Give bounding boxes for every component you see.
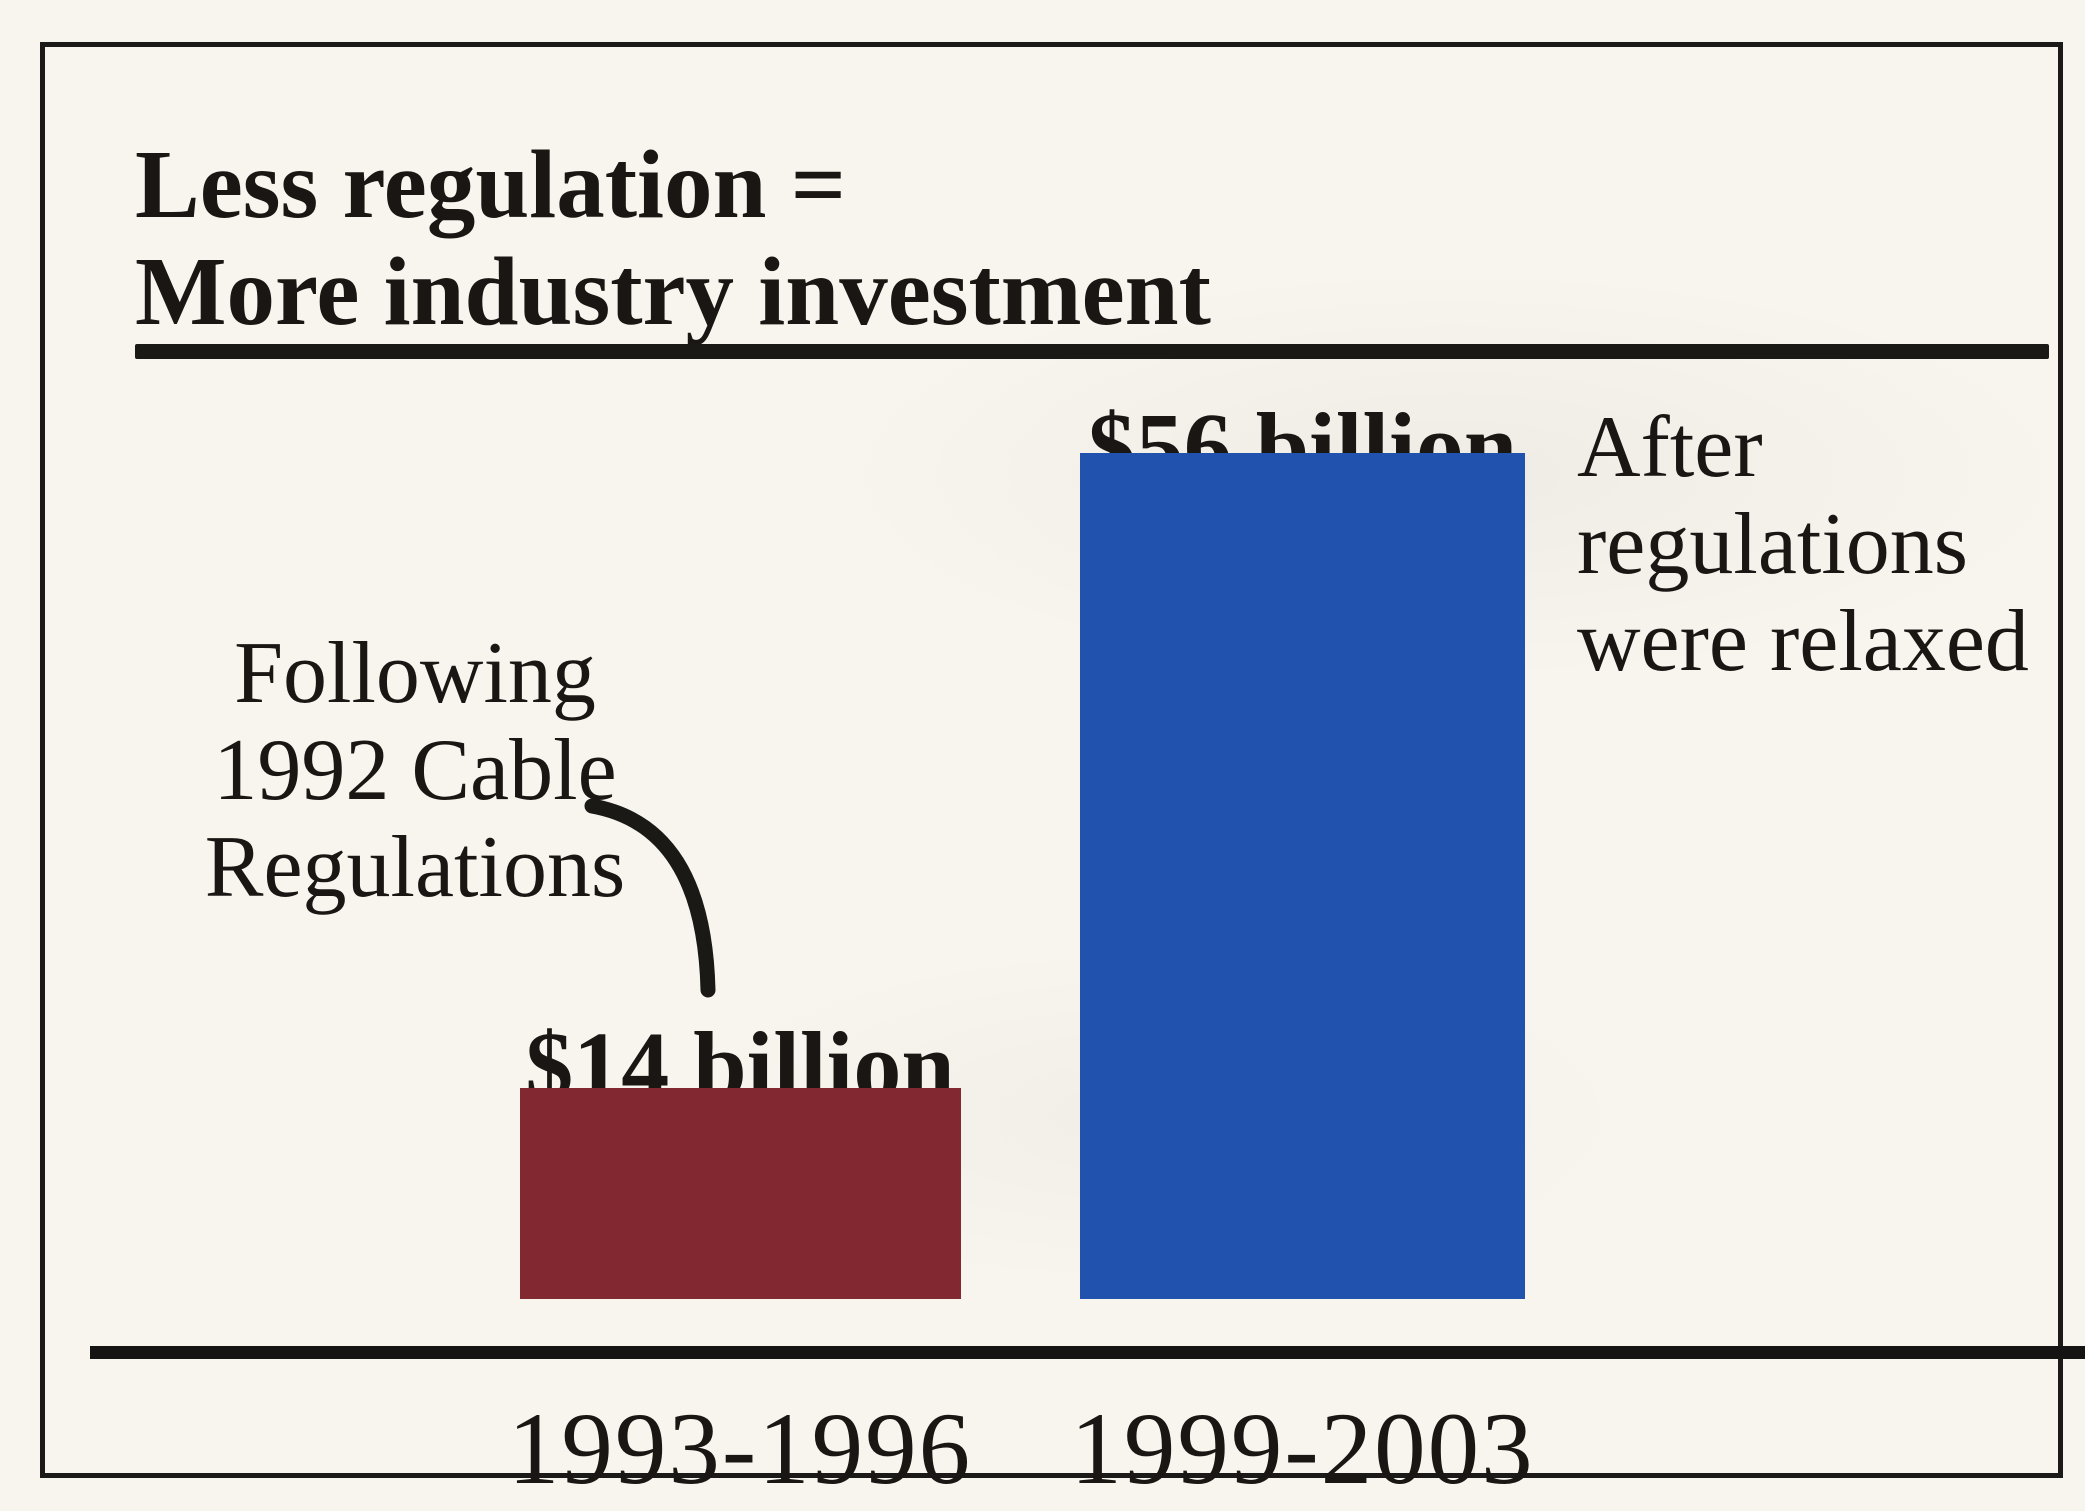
annotation-left-line-1: Following bbox=[234, 625, 596, 722]
annotation-left-line-2: 1992 Cable bbox=[213, 722, 617, 819]
bar-1999-2003 bbox=[1080, 453, 1525, 1299]
annotation-after-regulations-relaxed: After regulations were relaxed bbox=[1577, 399, 2085, 690]
x-axis-label-1993-1996: 1993-1996 bbox=[507, 1392, 973, 1506]
bar-1993-1996 bbox=[520, 1088, 961, 1299]
chart-title-line-1: Less regulation = bbox=[135, 131, 846, 238]
annotation-1992-cable-regulations: Following 1992 Cable Regulations bbox=[153, 625, 677, 916]
annotation-left-line-3: Regulations bbox=[204, 819, 626, 916]
annotation-right-line-2: regulations bbox=[1577, 496, 1969, 593]
chart-frame-border: Less regulation = More industry investme… bbox=[40, 42, 2085, 1506]
x-axis-label-1999-2003: 1999-2003 bbox=[1070, 1392, 1535, 1506]
chart-title-line-2: More industry investment bbox=[135, 238, 1211, 345]
annotation-right-line-3: were relaxed bbox=[1577, 593, 2029, 690]
title-divider-rule bbox=[135, 344, 2049, 359]
annotation-right-line-1: After bbox=[1577, 399, 1763, 496]
baseline-axis-rule bbox=[90, 1346, 2085, 1359]
chart-title: Less regulation = More industry investme… bbox=[135, 131, 1211, 345]
